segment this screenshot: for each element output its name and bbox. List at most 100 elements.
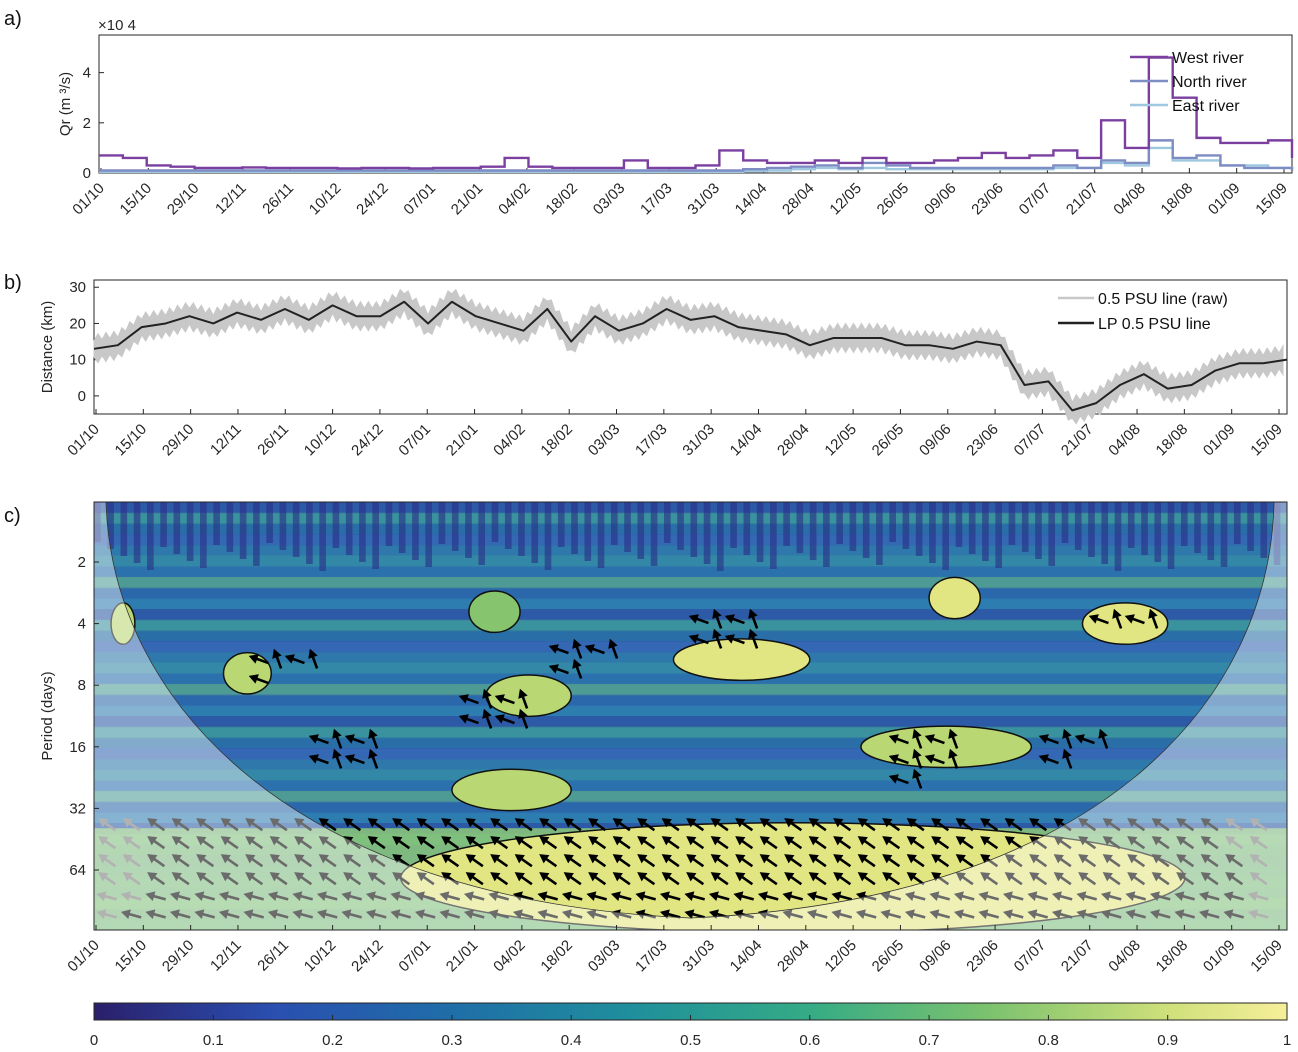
- phase-arrow: [735, 818, 754, 832]
- phase-arrow: [831, 909, 853, 920]
- phase-arrow: [1149, 909, 1171, 920]
- phase-arrow: [904, 909, 926, 920]
- panel-c-ytick-label: 64: [69, 862, 86, 879]
- wavelet-stripe: [770, 502, 777, 569]
- wavelet-stripe: [677, 502, 684, 550]
- phase-arrow: [318, 854, 337, 868]
- panel-b-xtick-label: 09/06: [916, 421, 955, 460]
- phase-arrow: [316, 891, 338, 902]
- colorbar-tick-label: 0.1: [203, 1032, 224, 1049]
- phase-arrow: [855, 891, 877, 902]
- phase-arrow: [145, 891, 167, 902]
- phase-arrow: [735, 872, 754, 886]
- phase-arrow: [712, 628, 723, 649]
- phase-arrow: [465, 854, 484, 868]
- phase-arrow: [463, 891, 485, 902]
- panel-b-ytick-label: 20: [69, 315, 86, 332]
- phase-arrow: [332, 728, 343, 749]
- phase-arrow: [518, 688, 529, 709]
- phase-arrow: [267, 909, 289, 920]
- phase-arrow: [1038, 754, 1059, 765]
- phase-arrow: [414, 909, 436, 920]
- wavelet-stripe: [968, 502, 976, 554]
- panel-a-xtick-label: 29/10: [164, 180, 203, 219]
- phase-arrow: [482, 708, 493, 729]
- phase-arrow: [344, 754, 365, 765]
- colorbar-tick-label: 0.6: [799, 1032, 820, 1049]
- panel-b-xtick-label: 18/08: [1153, 421, 1192, 460]
- phase-arrow: [490, 818, 509, 832]
- phase-arrow: [1102, 872, 1121, 886]
- wavelet-stripe: [1061, 502, 1069, 543]
- wavelet-stripe: [783, 502, 790, 546]
- phase-arrow: [548, 644, 569, 655]
- colorbar-tick-label: 0.4: [561, 1032, 582, 1049]
- panel-a-xtick-label: 24/12: [353, 180, 392, 219]
- phase-arrow: [948, 748, 959, 769]
- wavelet-stripe: [902, 502, 910, 549]
- wavelet-stripe: [1247, 502, 1254, 551]
- wavelet-stripe: [717, 502, 724, 571]
- wavelet-band: [94, 716, 1287, 728]
- phase-arrow: [220, 854, 239, 868]
- phase-arrow: [888, 774, 909, 785]
- wavelet-stripe: [518, 502, 525, 556]
- wavelet-stripe: [478, 502, 486, 565]
- phase-arrow: [1100, 909, 1122, 920]
- phase-arrow: [808, 854, 827, 868]
- phase-arrow: [122, 872, 141, 886]
- phase-arrow: [248, 674, 269, 685]
- phase-arrow: [245, 818, 264, 832]
- phase-arrow: [1198, 909, 1220, 920]
- phase-arrow: [465, 818, 484, 832]
- phase-arrow: [948, 728, 959, 749]
- phase-arrow: [588, 836, 607, 850]
- phase-arrow: [218, 891, 240, 902]
- coherence-region: [222, 651, 272, 695]
- wavelet-stripe: [1021, 502, 1029, 552]
- phase-arrow: [1078, 818, 1097, 832]
- wavelet-band: [94, 801, 1287, 814]
- phase-arrow: [855, 909, 877, 920]
- wavelet-stripe: [398, 502, 406, 553]
- phase-arrow: [784, 872, 803, 886]
- phase-arrow: [344, 734, 365, 745]
- phase-arrow: [912, 748, 923, 769]
- panel-a-xtick-label: 23/06: [968, 180, 1007, 219]
- phase-arrow: [1062, 748, 1073, 769]
- phase-arrow: [929, 891, 951, 902]
- phase-arrow: [120, 909, 142, 920]
- phase-arrow: [1027, 891, 1049, 902]
- phase-arrow: [269, 854, 288, 868]
- phase-arrow: [588, 854, 607, 868]
- panel-b-xtick-label: 23/06: [963, 421, 1002, 460]
- phase-arrow: [612, 818, 631, 832]
- phase-arrow: [1225, 836, 1244, 850]
- phase-arrow: [1127, 854, 1146, 868]
- wavelet-stripe: [133, 502, 141, 563]
- panel-b-xtick-label: 15/09: [1247, 421, 1286, 460]
- phase-arrow: [931, 818, 950, 832]
- phase-arrow: [637, 872, 656, 886]
- phase-arrow: [284, 654, 305, 665]
- wavelet-band: [94, 555, 1287, 568]
- panel-a-xtick-label: 18/02: [542, 180, 581, 219]
- phase-arrow: [245, 872, 264, 886]
- phase-arrow: [724, 614, 745, 625]
- phase-arrow: [294, 854, 313, 868]
- panel-c-ytick-label: 16: [69, 739, 86, 756]
- wavelet-stripe: [266, 502, 273, 543]
- phase-arrow: [248, 654, 269, 665]
- panel-c-xtick-label: 10/12: [301, 937, 340, 976]
- wavelet-band: [94, 587, 1287, 600]
- phase-arrow: [1247, 891, 1269, 902]
- phase-arrow: [1004, 836, 1023, 850]
- phase-arrow: [482, 688, 493, 709]
- panel-c-xtick-label: 09/06: [916, 937, 955, 976]
- phase-arrow: [1249, 836, 1268, 850]
- wavelet-stripe: [703, 502, 711, 564]
- phase-arrow: [833, 818, 852, 832]
- wavelet-stripe: [1180, 502, 1188, 546]
- wavelet-stripe: [120, 502, 128, 556]
- wavelet-stripe: [995, 502, 1003, 568]
